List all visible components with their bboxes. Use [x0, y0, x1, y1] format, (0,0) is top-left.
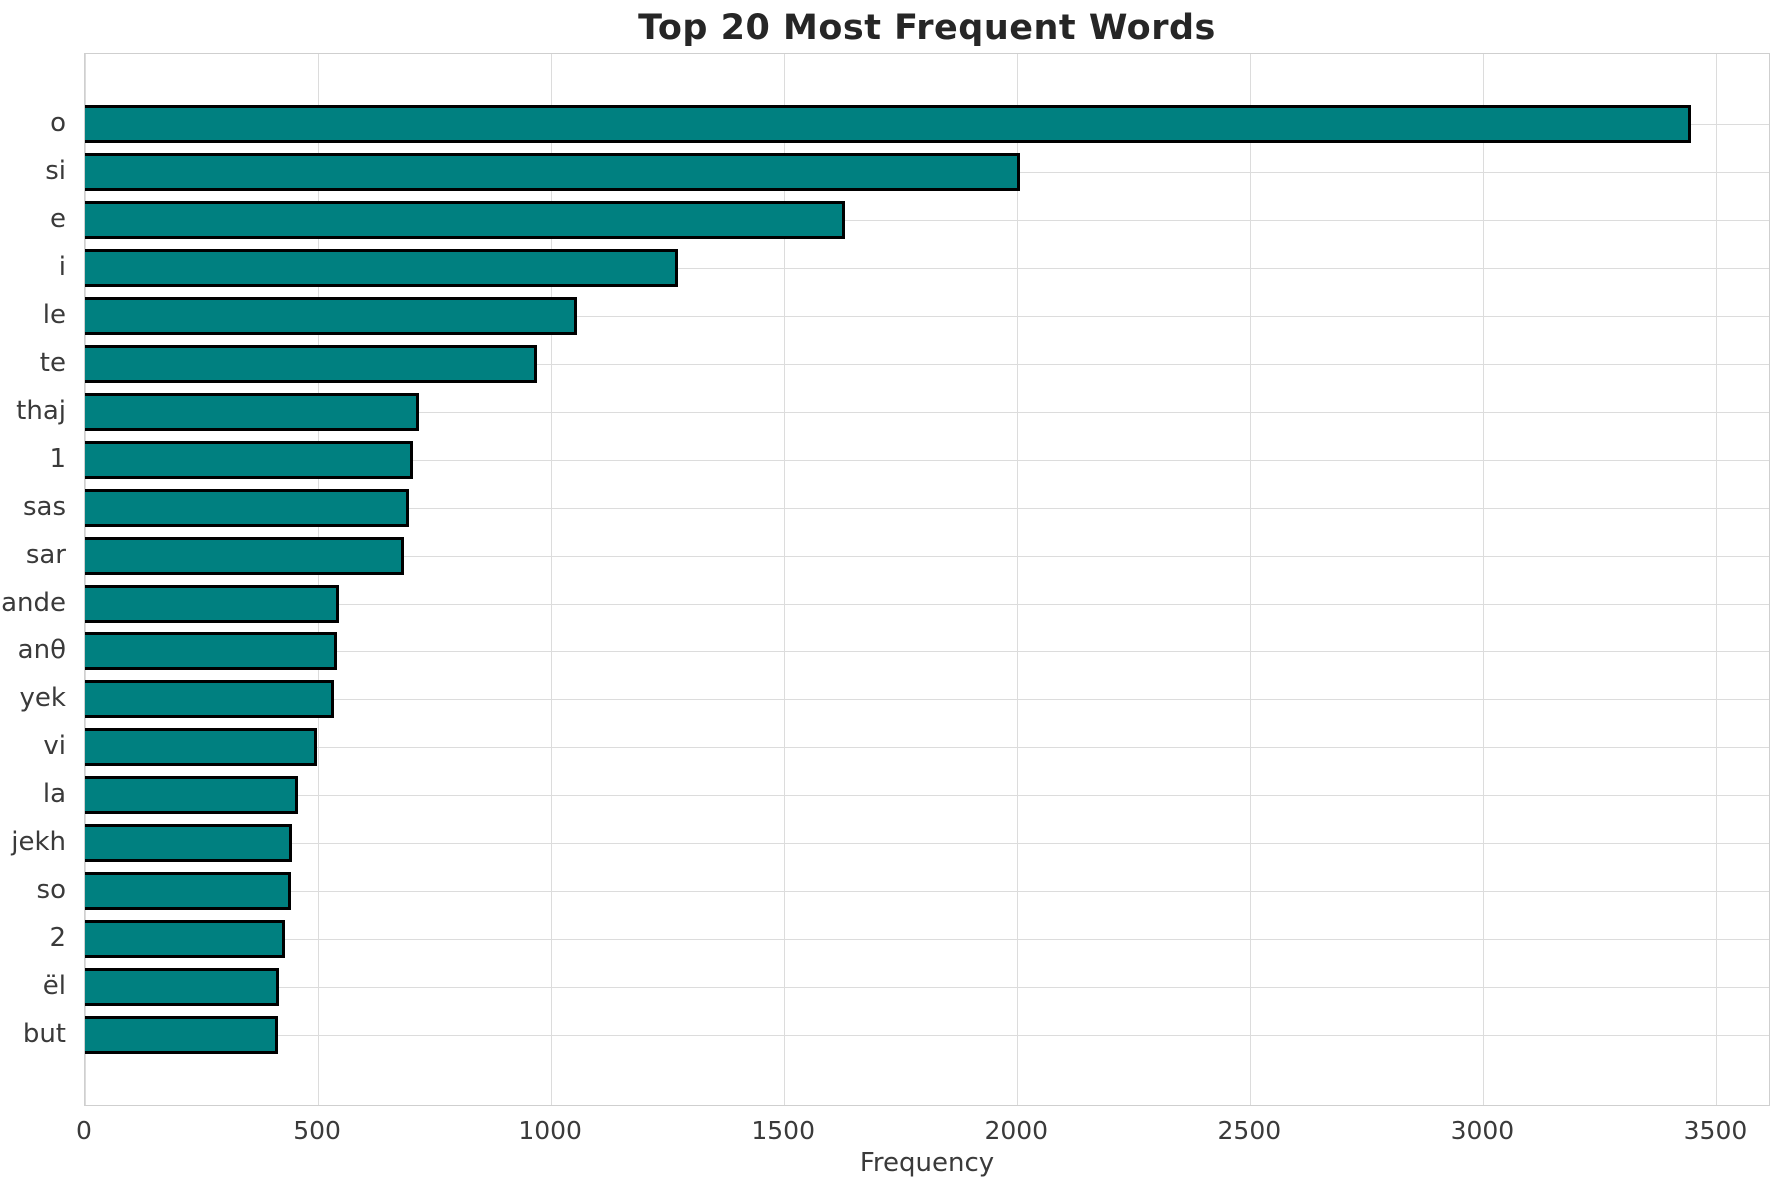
h-gridline — [85, 987, 1769, 988]
y-tick-label: o — [50, 108, 66, 138]
v-gridline — [1483, 54, 1485, 1105]
x-tick-label: 3000 — [1450, 1116, 1515, 1145]
y-tick-label: si — [45, 156, 66, 186]
bar-yek — [85, 680, 334, 718]
h-gridline — [85, 1035, 1769, 1036]
x-tick-label: 1500 — [751, 1116, 815, 1145]
y-tick-label: jekh — [11, 827, 66, 857]
bar-si — [85, 153, 1020, 191]
x-tick-label: 2500 — [1217, 1116, 1282, 1145]
v-gridline — [784, 54, 786, 1105]
y-tick-label: 2 — [49, 923, 66, 953]
chart-title: Top 20 Most Frequent Words — [638, 8, 1216, 48]
bar-but — [85, 1016, 278, 1054]
bar-ël — [85, 968, 279, 1006]
bar-e — [85, 201, 845, 239]
y-tick-label: i — [58, 252, 66, 282]
y-tick-label: vi — [43, 731, 66, 761]
v-gridline — [1250, 54, 1252, 1105]
x-tick-label: 1000 — [518, 1116, 582, 1145]
bar-ande — [85, 585, 339, 623]
bar-vi — [85, 728, 317, 766]
y-tick-label: yek — [19, 683, 66, 713]
y-tick-label: but — [22, 1019, 66, 1049]
y-tick-label: le — [42, 300, 66, 330]
y-tick-label: sar — [25, 540, 66, 570]
h-gridline — [85, 939, 1769, 940]
bar-jekh — [85, 824, 292, 862]
y-tick-label: e — [50, 204, 66, 234]
h-gridline — [85, 412, 1769, 413]
x-tick-label: 0 — [76, 1116, 92, 1145]
y-tick-label: la — [42, 779, 66, 809]
bar-sas — [85, 489, 409, 527]
h-gridline — [85, 220, 1769, 221]
bar-so — [85, 872, 291, 910]
x-tick-label: 3500 — [1683, 1116, 1748, 1145]
h-gridline — [85, 699, 1769, 700]
v-gridline — [1716, 54, 1718, 1105]
v-gridline — [1017, 54, 1019, 1105]
v-gridline — [318, 54, 320, 1105]
h-gridline — [85, 316, 1769, 317]
y-tick-label: so — [36, 875, 66, 905]
y-tick-label: ande — [1, 588, 66, 618]
bar-i — [85, 249, 678, 287]
h-gridline — [85, 364, 1769, 365]
x-tick-label: 2000 — [984, 1116, 1049, 1145]
plot-area — [84, 53, 1770, 1106]
v-gridline — [551, 54, 553, 1105]
bar-1 — [85, 441, 413, 479]
h-gridline — [85, 508, 1769, 509]
h-gridline — [85, 651, 1769, 652]
bar-thaj — [85, 393, 419, 431]
y-tick-label: anθ — [17, 635, 66, 665]
bar-anθ — [85, 632, 337, 670]
bar-le — [85, 297, 577, 335]
h-gridline — [85, 556, 1769, 557]
bar-te — [85, 345, 537, 383]
h-gridline — [85, 747, 1769, 748]
h-gridline — [85, 795, 1769, 796]
y-tick-label: sas — [22, 492, 66, 522]
x-axis-title: Frequency — [859, 1148, 995, 1178]
h-gridline — [85, 460, 1769, 461]
bar-2 — [85, 920, 285, 958]
bar-o — [85, 105, 1691, 143]
y-tick-label: te — [39, 348, 66, 378]
h-gridline — [85, 843, 1769, 844]
y-tick-label: ël — [42, 971, 66, 1001]
bar-la — [85, 776, 298, 814]
y-tick-label: thaj — [16, 396, 66, 426]
h-gridline — [85, 891, 1769, 892]
x-tick-label: 500 — [293, 1116, 341, 1145]
v-gridline — [85, 54, 86, 1105]
h-gridline — [85, 268, 1769, 269]
y-tick-label: 1 — [49, 444, 66, 474]
h-gridline — [85, 604, 1769, 605]
bar-sar — [85, 537, 404, 575]
